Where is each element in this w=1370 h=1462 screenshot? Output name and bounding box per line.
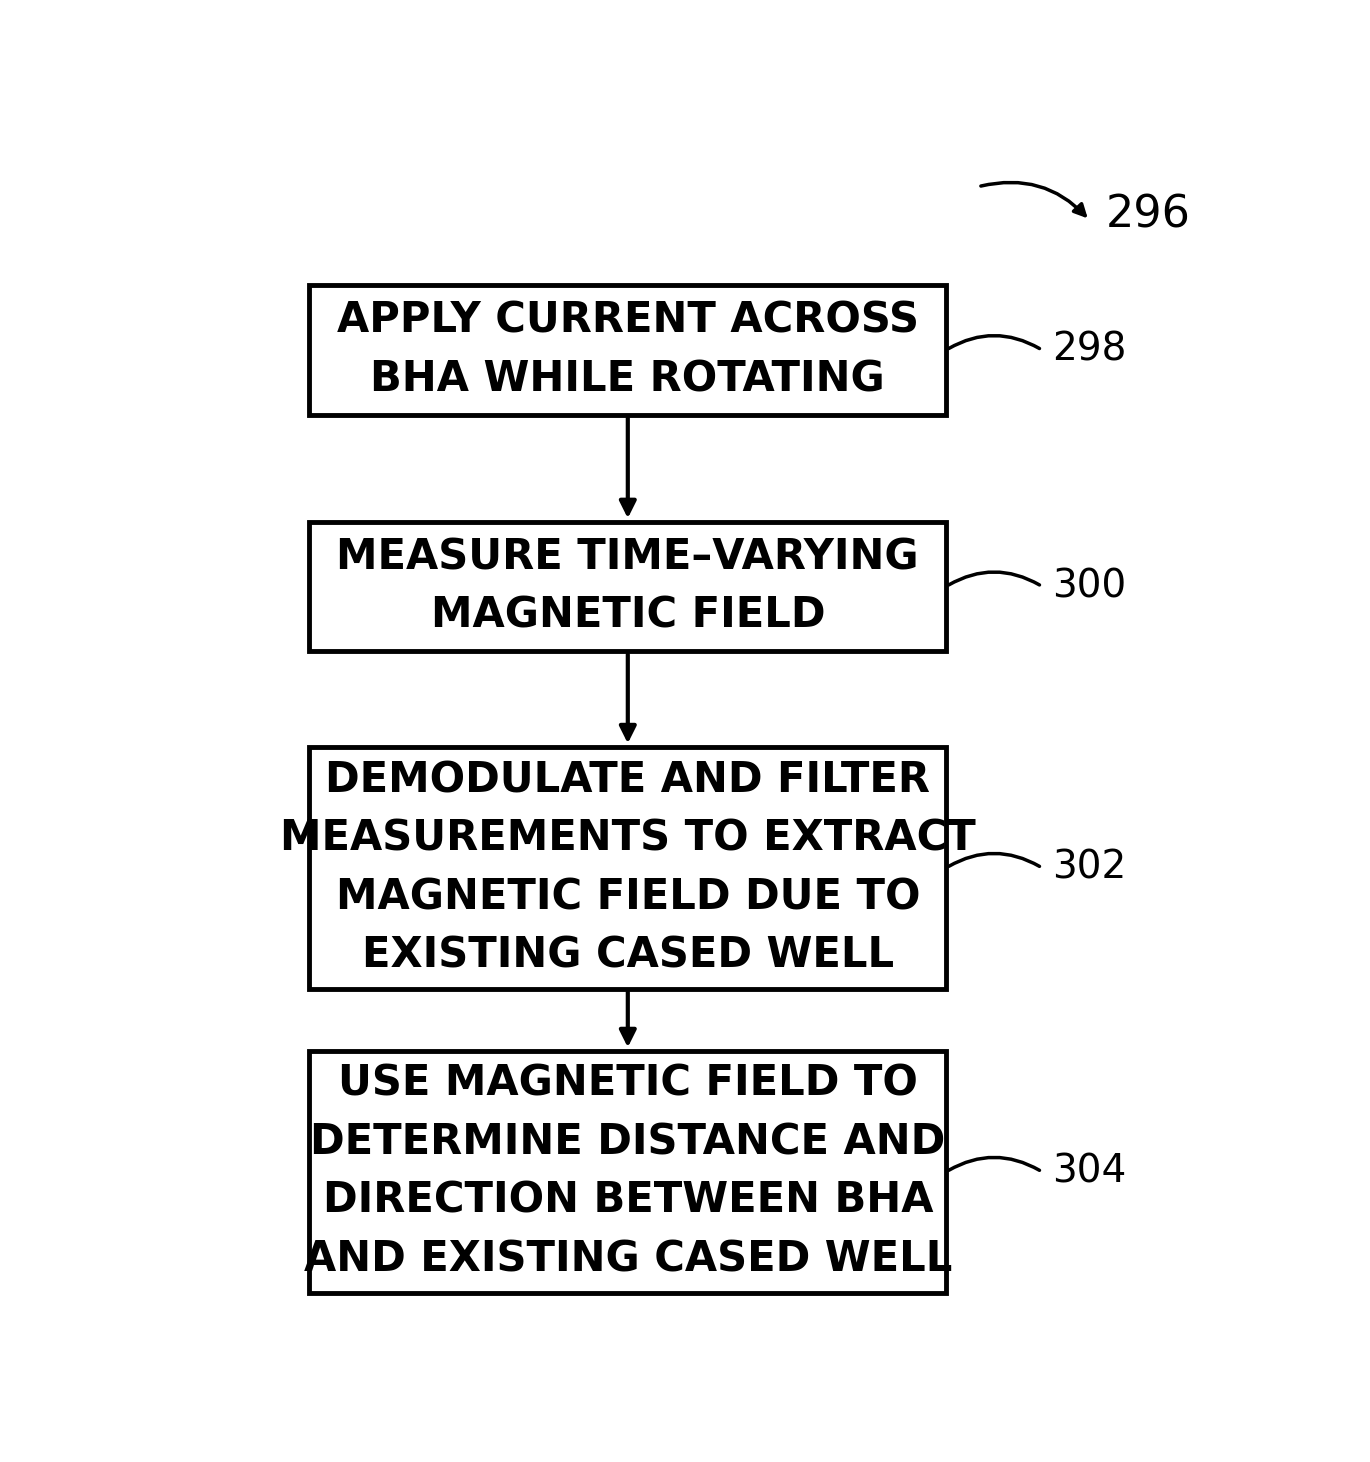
FancyBboxPatch shape: [310, 285, 947, 415]
Text: 300: 300: [1052, 567, 1126, 605]
Text: DEMODULATE AND FILTER
MEASUREMENTS TO EXTRACT
MAGNETIC FIELD DUE TO
EXISTING CAS: DEMODULATE AND FILTER MEASUREMENTS TO EX…: [279, 759, 975, 977]
Text: 298: 298: [1052, 330, 1128, 368]
Text: MEASURE TIME–VARYING
MAGNETIC FIELD: MEASURE TIME–VARYING MAGNETIC FIELD: [337, 537, 919, 636]
FancyBboxPatch shape: [310, 747, 947, 988]
Text: 304: 304: [1052, 1152, 1126, 1190]
FancyBboxPatch shape: [310, 1051, 947, 1292]
Text: APPLY CURRENT ACROSS
BHA WHILE ROTATING: APPLY CURRENT ACROSS BHA WHILE ROTATING: [337, 300, 919, 401]
Text: 296: 296: [1106, 193, 1191, 237]
FancyBboxPatch shape: [310, 522, 947, 651]
Text: 302: 302: [1052, 849, 1126, 887]
Text: USE MAGNETIC FIELD TO
DETERMINE DISTANCE AND
DIRECTION BETWEEN BHA
AND EXISTING : USE MAGNETIC FIELD TO DETERMINE DISTANCE…: [304, 1063, 952, 1281]
